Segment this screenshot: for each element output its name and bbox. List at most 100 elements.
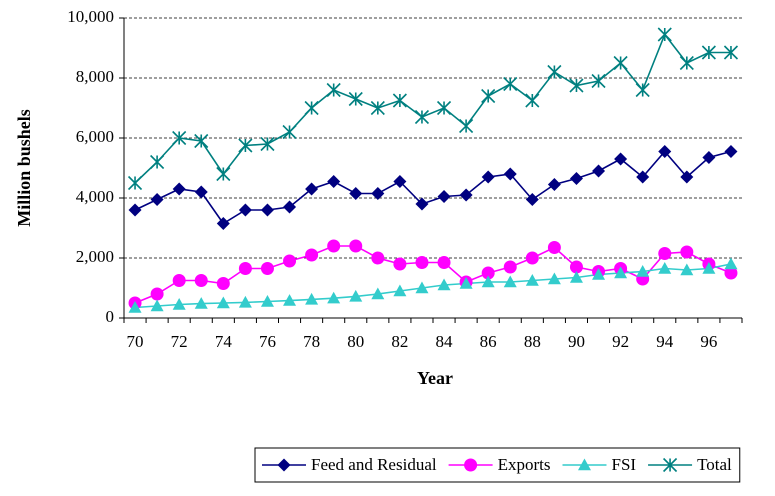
marker	[349, 187, 363, 200]
marker	[238, 203, 252, 217]
marker	[464, 458, 478, 472]
marker	[592, 268, 606, 280]
marker	[635, 82, 650, 98]
marker	[260, 203, 274, 217]
x-tick-label: 84	[436, 332, 454, 351]
marker	[283, 254, 297, 268]
marker	[680, 245, 694, 259]
marker	[238, 295, 252, 308]
marker	[569, 271, 583, 283]
x-tick-label: 74	[215, 332, 233, 351]
x-tick-label: 88	[524, 332, 541, 351]
marker	[658, 247, 672, 260]
marker	[305, 182, 319, 196]
marker	[702, 151, 716, 164]
marker	[371, 287, 385, 300]
marker	[459, 118, 474, 134]
x-tick-label: 96	[700, 332, 717, 351]
marker	[592, 164, 606, 178]
marker	[216, 296, 230, 309]
y-tick-label: 0	[106, 307, 115, 326]
marker	[437, 278, 451, 291]
marker	[216, 166, 231, 182]
marker	[150, 299, 164, 312]
marker	[349, 239, 363, 253]
marker	[569, 172, 583, 185]
marker	[277, 458, 291, 472]
marker	[680, 170, 694, 184]
x-tick-label: 92	[612, 332, 629, 351]
marker	[393, 175, 407, 188]
marker	[723, 45, 739, 60]
marker	[436, 100, 452, 116]
marker	[327, 175, 341, 188]
marker	[701, 45, 716, 60]
x-tick-label: 78	[303, 332, 320, 351]
marker	[326, 82, 341, 98]
marker	[238, 138, 253, 153]
x-tick-label: 76	[259, 332, 276, 351]
marker	[260, 136, 275, 152]
legend-label: Total	[697, 455, 732, 474]
marker	[150, 287, 164, 301]
marker	[172, 182, 186, 196]
marker	[393, 257, 407, 271]
x-tick-label: 72	[171, 332, 188, 351]
marker	[658, 145, 672, 158]
marker	[194, 274, 208, 287]
marker	[128, 203, 142, 217]
marker	[614, 266, 628, 279]
marker	[283, 200, 297, 214]
marker	[216, 277, 230, 290]
marker	[305, 248, 319, 262]
marker	[525, 93, 540, 108]
marker	[658, 262, 672, 274]
marker	[547, 64, 562, 80]
marker	[260, 295, 274, 307]
marker	[503, 167, 517, 181]
marker	[569, 260, 583, 274]
y-tick-label: 2,000	[76, 247, 114, 266]
marker	[525, 193, 539, 206]
legend-label: FSI	[611, 455, 636, 474]
marker	[150, 154, 165, 170]
x-tick-label: 86	[480, 332, 497, 351]
marker	[260, 262, 274, 275]
marker	[194, 185, 208, 199]
series-line	[134, 263, 732, 309]
marker	[702, 262, 716, 274]
x-tick-label: 94	[656, 332, 674, 351]
marker	[415, 281, 429, 294]
legend-label: Feed and Residual	[311, 455, 437, 474]
y-axis-label: Million bushels	[14, 109, 34, 227]
marker	[172, 274, 186, 287]
marker	[547, 178, 561, 191]
marker	[437, 190, 451, 203]
marker	[327, 239, 341, 253]
series-line	[134, 32, 731, 184]
marker	[194, 133, 209, 149]
marker	[238, 262, 252, 275]
x-axis-label: Year	[417, 368, 453, 388]
marker	[393, 284, 407, 297]
marker	[327, 291, 341, 304]
marker	[348, 91, 363, 107]
marker	[481, 170, 495, 184]
marker	[680, 263, 694, 276]
marker	[371, 251, 385, 265]
marker	[503, 76, 518, 92]
marker	[415, 256, 429, 269]
marker	[150, 193, 164, 206]
marker	[172, 298, 186, 310]
marker	[679, 55, 694, 71]
marker	[305, 292, 319, 305]
marker	[370, 100, 385, 116]
marker	[569, 78, 584, 93]
marker	[414, 109, 430, 125]
marker	[525, 251, 539, 265]
y-tick-label: 4,000	[76, 187, 114, 206]
marker	[636, 265, 650, 277]
marker	[577, 458, 591, 471]
marker	[503, 260, 517, 274]
marker	[547, 272, 561, 285]
